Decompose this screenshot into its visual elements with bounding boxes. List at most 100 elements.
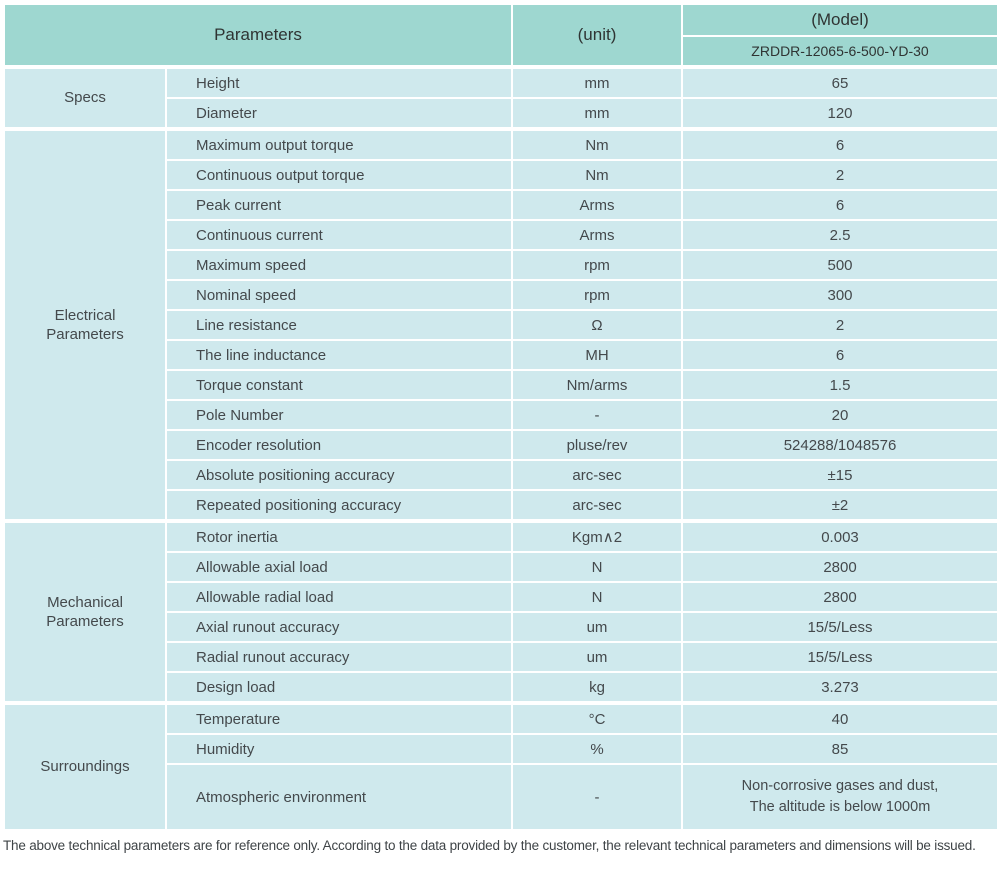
unit-cell: mm [511,65,683,99]
table-body: Specs Height mm 65 Diameter mm 120 Elect… [3,65,999,831]
value-cell: 2800 [681,581,999,613]
value-cell: 524288/1048576 [681,429,999,461]
param-cell: Allowable radial load [165,581,513,613]
unit-cell: Ω [511,309,683,341]
value-cell: 500 [681,249,999,281]
unit-cell: mm [511,97,683,130]
table-row: Encoder resolution pluse/rev 524288/1048… [4,429,999,461]
param-cell: Radial runout accuracy [165,641,513,673]
param-cell: Line resistance [165,309,513,341]
value-cell: ±2 [681,489,999,522]
unit-cell: kg [511,671,683,704]
table-row: Radial runout accuracy um 15/5/Less [4,641,999,673]
value-cell: 1.5 [681,369,999,401]
table-row: Line resistance Ω 2 [4,309,999,341]
value-cell: 2800 [681,551,999,583]
table-row: Continuous output torque Nm 2 [4,159,999,191]
param-cell: Height [165,65,513,99]
unit-cell: Kgm∧2 [511,519,683,553]
unit-cell: Nm [511,127,683,161]
table-row: Allowable axial load N 2800 [4,551,999,583]
param-cell: Nominal speed [165,279,513,311]
unit-cell: pluse/rev [511,429,683,461]
param-cell: Maximum output torque [165,127,513,161]
param-cell: Encoder resolution [165,429,513,461]
table-row: Electrical Parameters Maximum output tor… [3,127,999,522]
table-row: Surroundings Temperature °C 40 [3,701,999,831]
unit-cell: - [511,763,683,831]
table-row: Maximum speed rpm 500 [4,249,999,281]
model-header-cell: (Model) [681,3,999,37]
value-cell: 2 [681,309,999,341]
unit-cell: arc-sec [511,489,683,522]
table-header: Parameters (unit) (Model) ZRDDR-12065-6-… [3,3,999,68]
header-row-2: ZRDDR-12065-6-500-YD-30 [4,35,999,68]
unit-cell: N [511,581,683,613]
unit-cell: - [511,399,683,431]
table-row: Diameter mm 120 [4,97,999,130]
value-cell: 15/5/Less [681,641,999,673]
param-cell: Design load [165,671,513,704]
unit-cell: MH [511,339,683,371]
table-row: Allowable radial load N 2800 [4,581,999,613]
value-cell: 65 [681,65,999,99]
param-cell: Temperature [165,701,513,735]
unit-header-cell: (unit) [511,3,683,68]
parameters-header-cell: Parameters [3,3,513,68]
param-cell: Continuous output torque [165,159,513,191]
group-cell-surroundings: Surroundings [3,701,167,831]
value-cell: ±15 [681,459,999,491]
table-row: Axial runout accuracy um 15/5/Less [4,611,999,643]
table-row: Nominal speed rpm 300 [4,279,999,311]
value-cell: 300 [681,279,999,311]
value-cell: 20 [681,399,999,431]
model-number-cell: ZRDDR-12065-6-500-YD-30 [681,35,999,68]
param-cell: Torque constant [165,369,513,401]
param-cell: Rotor inertia [165,519,513,553]
unit-cell: N [511,551,683,583]
table-row: Peak current Arms 6 [4,189,999,221]
value-cell: 40 [681,701,999,735]
param-cell: Diameter [165,97,513,130]
header-row-1: Parameters (unit) (Model) [3,3,999,68]
parameters-table: Parameters (unit) (Model) ZRDDR-12065-6-… [3,3,999,831]
param-cell: Repeated positioning accuracy [165,489,513,522]
unit-cell: rpm [511,279,683,311]
unit-cell: um [511,611,683,643]
value-cell: 0.003 [681,519,999,553]
group-cell-specs: Specs [3,65,167,130]
table-row: Design load kg 3.273 [4,671,999,704]
footer-note: The above technical parameters are for r… [3,838,976,853]
value-cell: 85 [681,733,999,765]
value-cell: 120 [681,97,999,130]
table-row: Continuous current Arms 2.5 [4,219,999,251]
param-cell: Pole Number [165,399,513,431]
unit-cell: % [511,733,683,765]
value-cell: Non-corrosive gases and dust, The altitu… [681,763,999,831]
unit-cell: Arms [511,189,683,221]
table-row: The line inductance MH 6 [4,339,999,371]
value-cell: 2.5 [681,219,999,251]
param-cell: Absolute positioning accuracy [165,459,513,491]
value-cell: 6 [681,189,999,221]
param-cell: Allowable axial load [165,551,513,583]
param-cell: Continuous current [165,219,513,251]
param-cell: Axial runout accuracy [165,611,513,643]
value-cell: 6 [681,339,999,371]
param-cell: The line inductance [165,339,513,371]
param-cell: Humidity [165,733,513,765]
value-cell: 3.273 [681,671,999,704]
param-cell: Maximum speed [165,249,513,281]
unit-cell: arc-sec [511,459,683,491]
value-cell: 6 [681,127,999,161]
value-cell: 2 [681,159,999,191]
unit-cell: um [511,641,683,673]
table-row: Absolute positioning accuracy arc-sec ±1… [4,459,999,491]
param-cell: Atmospheric environment [165,763,513,831]
value-cell: 15/5/Less [681,611,999,643]
param-cell: Peak current [165,189,513,221]
table-row: Torque constant Nm/arms 1.5 [4,369,999,401]
unit-cell: rpm [511,249,683,281]
unit-cell: Nm [511,159,683,191]
